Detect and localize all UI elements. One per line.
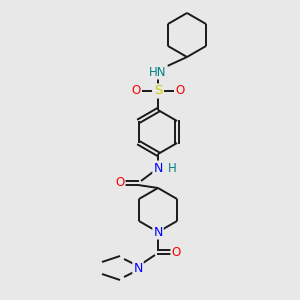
Text: N: N [153, 226, 163, 238]
Text: HN: HN [149, 65, 167, 79]
Text: N: N [133, 262, 143, 275]
Text: O: O [131, 85, 141, 98]
Text: O: O [116, 176, 124, 190]
Text: O: O [171, 245, 181, 259]
Text: H: H [168, 161, 176, 175]
Text: S: S [154, 85, 162, 98]
Text: O: O [176, 85, 184, 98]
Text: N: N [153, 161, 163, 175]
